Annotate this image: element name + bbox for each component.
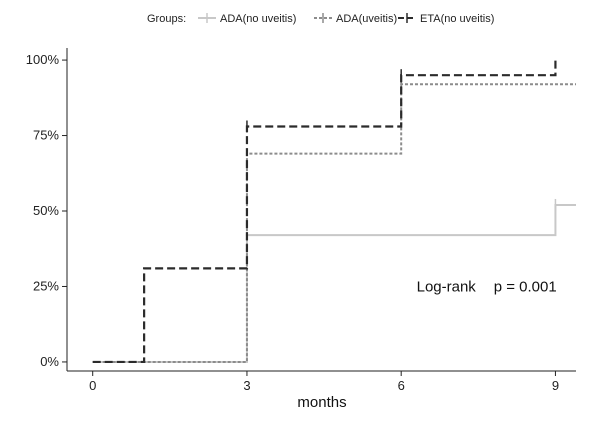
y-tick-label: 25% (33, 278, 59, 293)
y-tick-label: 75% (33, 128, 59, 143)
x-tick-label: 6 (398, 378, 405, 393)
x-axis-label: months (297, 394, 346, 411)
legend-item-ada-uveitis: ADA(uveitis) (314, 13, 397, 25)
legend-item-eta-no-uveitis: ETA(no uveitis) (398, 13, 494, 25)
legend-item-ada-no-uveitis: ADA(no uveitis) (198, 13, 296, 25)
y-tick-label: 0% (40, 354, 59, 369)
legend-label-eta-no-uveitis: ETA(no uveitis) (420, 13, 494, 25)
annotation-text: Log-rank (417, 278, 477, 295)
legend-label-ada-uveitis: ADA(uveitis) (336, 13, 397, 25)
y-axis-ticks: 0% 25% 50% 75% 100% (26, 52, 67, 369)
annotations: Log-rank p = 0.001 (417, 278, 557, 295)
annotation-text: p = 0.001 (494, 278, 557, 295)
legend: Groups: ADA(no uveitis) ADA(uveitis) ETA… (147, 13, 494, 25)
legend-label-ada-no-uveitis: ADA(no uveitis) (220, 13, 296, 25)
x-tick-label: 0 (89, 378, 96, 393)
series-layer (92, 60, 576, 364)
x-tick-label: 9 (552, 378, 559, 393)
y-tick-label: 50% (33, 203, 59, 218)
x-tick-label: 3 (243, 378, 250, 393)
y-tick-label: 100% (26, 52, 60, 67)
series-line-ada-no-uveitis (92, 203, 576, 363)
series-line-eta-no-uveitis (92, 60, 557, 364)
x-axis-ticks: 0 3 6 9 (89, 371, 559, 393)
series-line-ada-uveitis (92, 83, 576, 363)
legend-title: Groups: (147, 13, 186, 25)
